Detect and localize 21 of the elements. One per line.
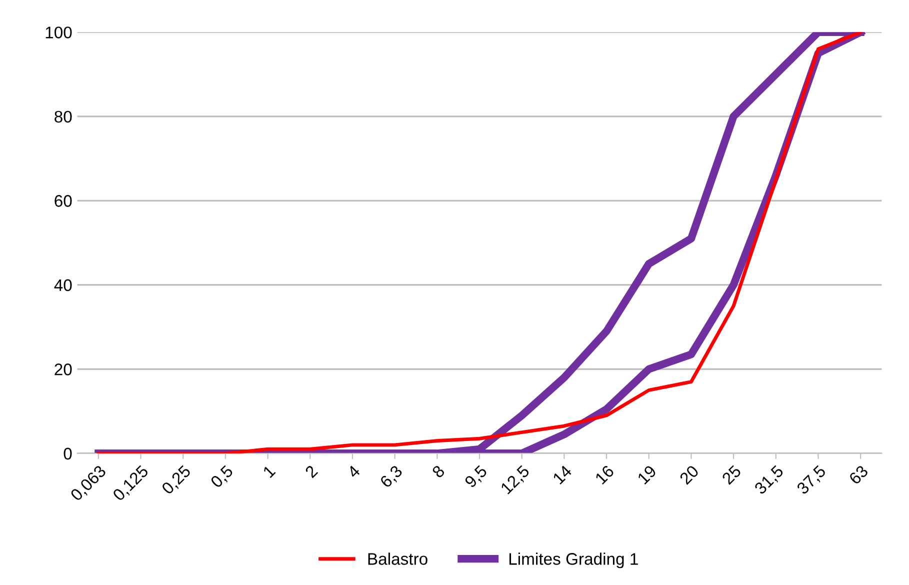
x-tick-label: 8 xyxy=(431,464,446,478)
x-tick-label: 6,3 xyxy=(379,464,404,490)
x-tick-label: 14 xyxy=(552,464,572,485)
y-tick-label: 80 xyxy=(54,110,72,123)
x-tick-label: 1 xyxy=(262,464,276,478)
x-tick-label: 0,5 xyxy=(210,464,236,490)
x-tick-label: 2 xyxy=(304,464,318,478)
x-tick-label: 20 xyxy=(678,464,700,485)
x-tick-label: 4 xyxy=(346,464,361,479)
legend-label: Balastro xyxy=(368,552,428,565)
legend-label: Limites Grading 1 xyxy=(509,552,638,568)
x-tick-label: 19 xyxy=(636,464,657,485)
y-tick-label: 100 xyxy=(46,26,72,38)
y-tick-label: 0 xyxy=(64,448,72,460)
x-tick-label: 63 xyxy=(848,464,869,485)
y-tick-label: 40 xyxy=(54,279,72,292)
y-tick-label: 60 xyxy=(54,195,72,207)
x-tick-label: 25 xyxy=(721,464,742,485)
y-tick-label: 20 xyxy=(54,364,72,376)
x-tick-label: 9,5 xyxy=(464,464,490,490)
x-tick-label: 16 xyxy=(594,464,615,485)
